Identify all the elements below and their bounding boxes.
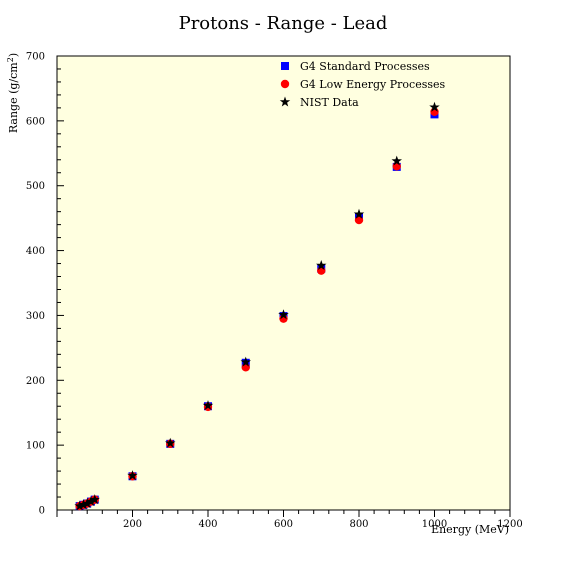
legend-label: G4 Standard Processes	[300, 60, 430, 73]
x-tick-label: 200	[123, 519, 142, 530]
y-axis-label-main: Range (g/cm	[7, 62, 20, 133]
data-point-star	[429, 101, 440, 112]
legend-marker-star	[279, 96, 291, 107]
x-tick-label: 800	[349, 519, 368, 530]
x-axis: 200 400 600 800 1000 1200	[56, 510, 523, 530]
x-tick-label: 400	[198, 519, 217, 530]
data-point-star	[78, 499, 89, 510]
y-tick-label: 100	[26, 441, 45, 452]
x-tick-label: 1000	[422, 519, 447, 530]
chart-title: Protons - Range - Lead	[179, 13, 388, 34]
data-point-star	[81, 498, 93, 508]
y-axis-label-close: )	[7, 53, 20, 57]
x-tick-label: 600	[274, 519, 293, 530]
x-tick-label: 1200	[497, 519, 522, 530]
y-axis-label-superscript: 2	[6, 57, 15, 62]
legend: G4 Standard Processes G4 Low Energy Proce…	[279, 60, 446, 109]
data-point-star	[316, 259, 327, 270]
data-point-star	[240, 356, 251, 367]
y-tick-label: 700	[26, 52, 45, 63]
legend-label: NIST Data	[300, 96, 359, 109]
y-tick-label: 600	[26, 116, 45, 127]
data-point-star	[165, 437, 176, 448]
data-point-star	[74, 500, 85, 511]
data-point-star	[89, 494, 100, 505]
series-star	[74, 101, 440, 511]
y-tick-label: 0	[39, 506, 45, 517]
data-point-star	[391, 155, 402, 166]
y-axis: 0 100 200 300 400 500 600 700	[26, 52, 64, 517]
y-tick-label: 400	[26, 246, 45, 257]
data-point-circle	[354, 215, 364, 225]
data-point-circle	[317, 266, 326, 275]
data-point-star	[127, 470, 138, 481]
y-axis-label: Range (g/cm2)	[6, 53, 20, 133]
plot-area	[56, 55, 511, 511]
legend-label: G4 Low Energy Processes	[300, 78, 446, 91]
data-point-star	[278, 309, 289, 320]
data-point-star	[353, 208, 365, 219]
x-axis-label: Energy (MeV)	[431, 523, 509, 536]
y-tick-label: 500	[26, 181, 45, 192]
data-point-circle	[241, 363, 250, 372]
y-tick-label: 300	[26, 311, 45, 322]
data-point-star	[85, 496, 97, 507]
series-layer	[74, 101, 440, 511]
data-point-star	[202, 400, 214, 411]
y-tick-label: 200	[26, 376, 45, 387]
legend-marker-square	[281, 62, 289, 70]
data-point-circle	[392, 162, 401, 171]
legend-marker-circle	[280, 79, 290, 89]
